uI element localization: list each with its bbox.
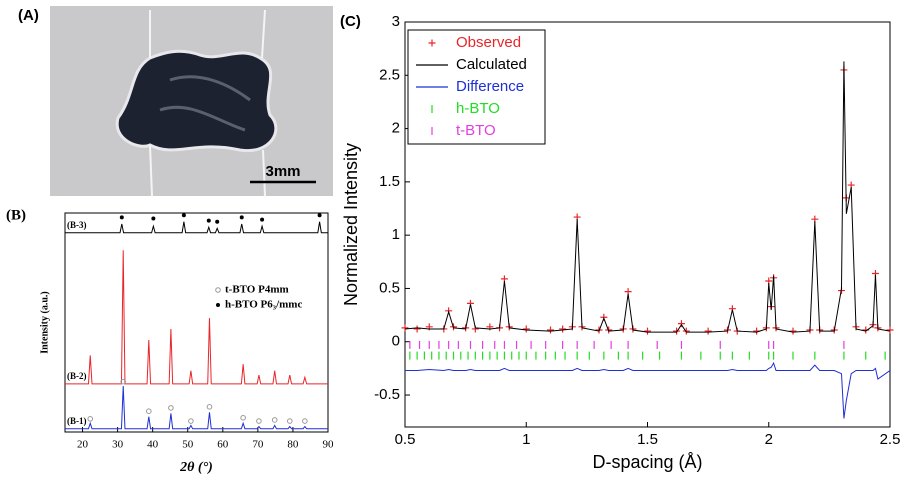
y-tick-label: 2 bbox=[392, 120, 400, 137]
x-tick-label: 0.5 bbox=[395, 431, 416, 448]
y-tick-label: 1 bbox=[392, 226, 400, 243]
marker bbox=[215, 287, 221, 293]
legend-label: t-BTO bbox=[456, 122, 496, 139]
marker bbox=[413, 325, 421, 333]
marker bbox=[401, 324, 409, 332]
scale-bar-label: 3mm bbox=[265, 163, 300, 180]
series-line bbox=[405, 361, 891, 419]
marker bbox=[146, 408, 152, 414]
marker bbox=[120, 378, 127, 385]
series-line bbox=[65, 385, 328, 430]
x-tick-label: 80 bbox=[287, 439, 299, 451]
y-tick-label: 1.5 bbox=[379, 173, 400, 190]
series-label: (B-3) bbox=[67, 220, 87, 230]
marker bbox=[239, 215, 244, 220]
chart: (C) 0.5 1 1.5 2 2.5 -0.5 0 0.5 1 1.5 2 2.5 3 D-spacing… bbox=[340, 13, 900, 472]
legend-label: h-BTO P6₃/mmc bbox=[225, 299, 302, 311]
marker bbox=[677, 320, 685, 328]
y-tick-label: 0.5 bbox=[379, 279, 400, 296]
x-tick-label: 40 bbox=[147, 439, 159, 451]
marker bbox=[644, 327, 651, 335]
series-line bbox=[65, 221, 328, 234]
series-line bbox=[404, 61, 891, 333]
panel-label: (C) bbox=[340, 13, 361, 30]
marker bbox=[789, 327, 797, 335]
panel-label: (A) bbox=[18, 7, 39, 24]
x-tick-label: 30 bbox=[112, 439, 124, 451]
chart: (B) 20 30 40 50 60 70 80 90 2θ (°) Intensity (a.u.… bbox=[6, 207, 334, 475]
marker bbox=[522, 325, 530, 333]
x-tick-label: 1.5 bbox=[637, 431, 658, 448]
marker bbox=[256, 418, 262, 424]
panel-label: (B) bbox=[6, 207, 26, 223]
marker bbox=[206, 404, 213, 410]
sample bbox=[115, 49, 278, 153]
marker bbox=[886, 326, 894, 334]
marker bbox=[286, 418, 293, 424]
marker bbox=[547, 326, 554, 334]
marker bbox=[181, 213, 186, 218]
marker bbox=[682, 327, 690, 335]
photo-panel: 3mm (A) bbox=[18, 6, 333, 197]
y-tick-label: 2.5 bbox=[379, 66, 400, 83]
x-tick-label: 60 bbox=[217, 439, 229, 451]
marker bbox=[428, 39, 436, 47]
sample-sheen bbox=[159, 75, 251, 132]
legend-label: h-BTO bbox=[456, 100, 500, 117]
y-axis-label: Normalized Intensity bbox=[341, 143, 361, 306]
marker bbox=[151, 216, 156, 221]
marker bbox=[862, 326, 870, 334]
marker bbox=[168, 405, 174, 411]
marker bbox=[317, 213, 322, 218]
marker bbox=[215, 219, 220, 224]
series-line bbox=[65, 250, 328, 385]
marker bbox=[271, 417, 278, 423]
legend-label: t-BTO P4mm bbox=[225, 284, 289, 296]
marker bbox=[673, 327, 681, 335]
x-tick-label: 90 bbox=[323, 439, 335, 451]
x-tick-label: 70 bbox=[252, 439, 264, 451]
x-tick-label: 2 bbox=[765, 431, 773, 448]
y-tick-label: 0 bbox=[392, 333, 400, 350]
marker bbox=[260, 217, 265, 222]
series-label: (B-1) bbox=[67, 416, 87, 426]
x-tick-label: 1 bbox=[522, 431, 530, 448]
y-tick-label: -0.5 bbox=[374, 386, 400, 403]
marker bbox=[559, 325, 567, 333]
x-tick-label: 20 bbox=[77, 439, 89, 451]
marker bbox=[206, 218, 211, 223]
x-axis-label: 2θ (°) bbox=[179, 460, 213, 475]
y-axis-label: Intensity (a.u.) bbox=[39, 291, 50, 354]
marker bbox=[302, 418, 308, 424]
marker bbox=[188, 418, 194, 424]
plot-frame bbox=[64, 212, 329, 433]
legend-label: Observed bbox=[456, 34, 521, 51]
legend-label: Calculated bbox=[456, 56, 527, 73]
legend-label: Difference bbox=[456, 78, 524, 95]
marker bbox=[119, 215, 124, 220]
y-tick-label: 3 bbox=[392, 13, 400, 30]
marker bbox=[704, 327, 712, 335]
marker bbox=[216, 303, 220, 307]
wire bbox=[149, 9, 266, 197]
x-axis-label: D-spacing (Å) bbox=[592, 452, 702, 472]
series-label: (B-2) bbox=[67, 371, 87, 381]
marker bbox=[240, 414, 246, 421]
marker bbox=[87, 416, 94, 422]
x-tick-label: 2.5 bbox=[880, 431, 901, 448]
x-tick-label: 50 bbox=[182, 439, 194, 451]
